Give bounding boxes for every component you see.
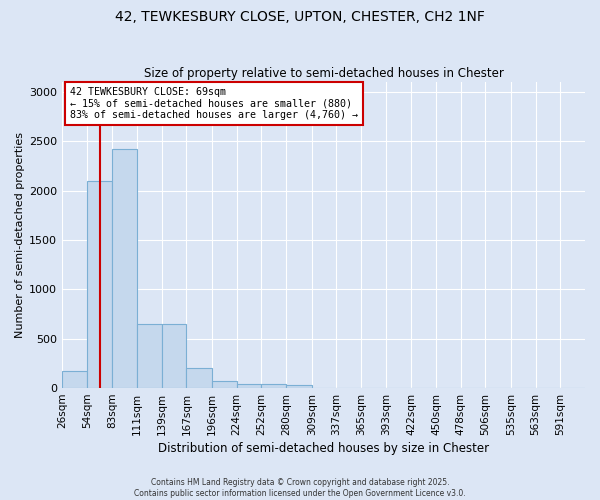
X-axis label: Distribution of semi-detached houses by size in Chester: Distribution of semi-detached houses by … [158,442,489,455]
Text: 42, TEWKESBURY CLOSE, UPTON, CHESTER, CH2 1NF: 42, TEWKESBURY CLOSE, UPTON, CHESTER, CH… [115,10,485,24]
Y-axis label: Number of semi-detached properties: Number of semi-detached properties [15,132,25,338]
Bar [87,181,112,388]
Bar [212,380,237,388]
Bar [162,324,187,388]
Text: 42 TEWKESBURY CLOSE: 69sqm
← 15% of semi-detached houses are smaller (880)
83% o: 42 TEWKESBURY CLOSE: 69sqm ← 15% of semi… [70,86,358,120]
Title: Size of property relative to semi-detached houses in Chester: Size of property relative to semi-detach… [143,66,503,80]
Bar [237,384,262,388]
Bar [187,368,212,388]
Bar [286,385,311,388]
Text: Contains HM Land Registry data © Crown copyright and database right 2025.
Contai: Contains HM Land Registry data © Crown c… [134,478,466,498]
Bar [262,384,286,388]
Bar [62,371,87,388]
Bar [112,149,137,388]
Bar [137,324,162,388]
